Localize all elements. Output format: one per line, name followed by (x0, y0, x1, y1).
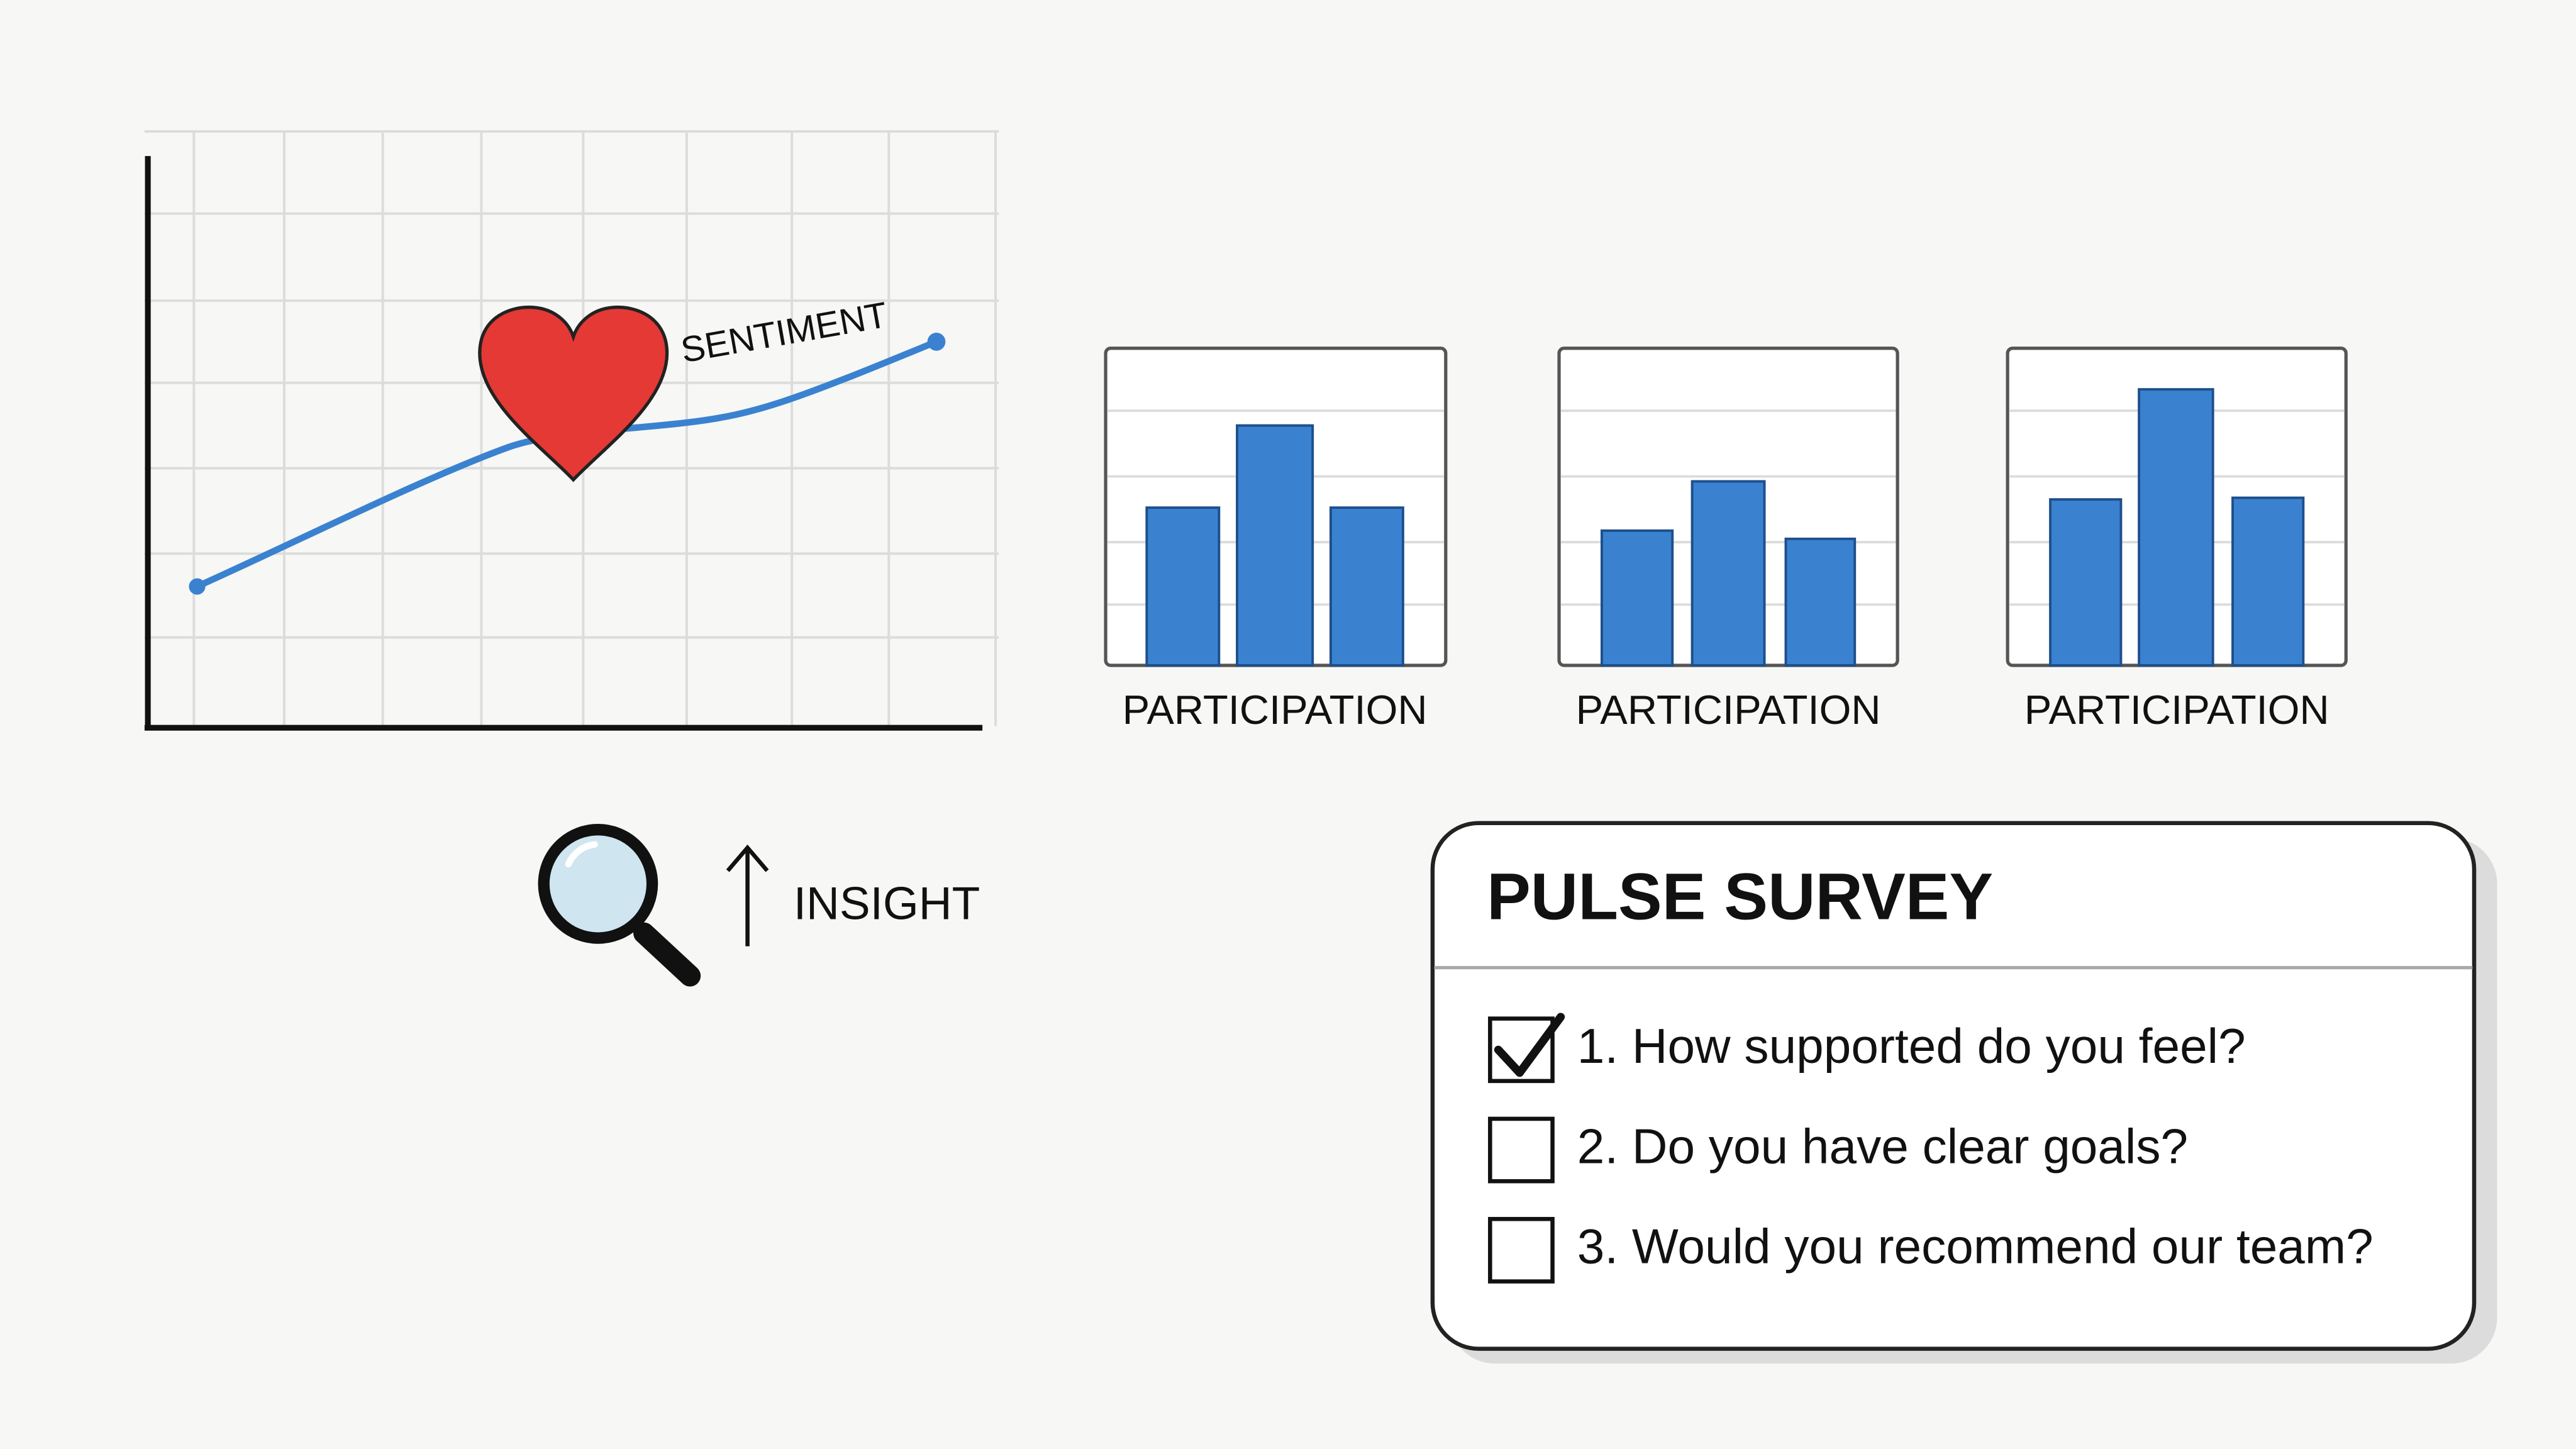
bar (1145, 506, 1221, 667)
line-point (927, 332, 946, 351)
panel-label: PARTICIPATION (1123, 687, 1428, 733)
bar (2049, 498, 2123, 667)
participation-panel: PARTICIPATION (1557, 347, 1899, 733)
insight-label: INSIGHT (794, 878, 980, 929)
question-list: 1. How supported do you feel? 2. Do you h… (1488, 1013, 2373, 1284)
bar (1236, 424, 1314, 667)
bar (1329, 506, 1404, 667)
survey-title: PULSE SURVEY (1487, 860, 1993, 934)
bar (1690, 480, 1766, 667)
question-text: 3. Would you recommend our team? (1577, 1219, 2373, 1274)
panel-label: PARTICIPATION (1576, 687, 1881, 733)
checkbox[interactable] (1488, 1217, 1555, 1284)
bar (1784, 537, 1857, 667)
panel-label: PARTICIPATION (2024, 687, 2329, 733)
bar (1600, 529, 1674, 667)
participation-panel: PARTICIPATION (1104, 347, 1448, 733)
sentiment-grid (144, 130, 999, 726)
up-arrow (726, 844, 769, 947)
magnifier-icon (538, 824, 701, 987)
bar (2231, 496, 2305, 667)
checkmark (1494, 1013, 1565, 1077)
bar (2138, 388, 2214, 667)
question-text: 1. How supported do you feel? (1577, 1018, 2246, 1074)
question-text: 2. Do you have clear goals? (1577, 1118, 2188, 1174)
line-point (189, 578, 206, 595)
survey-card (1430, 821, 2477, 1351)
participation-panel: PARTICIPATION (2006, 347, 2348, 733)
checkbox[interactable] (1488, 1116, 1555, 1184)
heart-icon (478, 305, 669, 482)
